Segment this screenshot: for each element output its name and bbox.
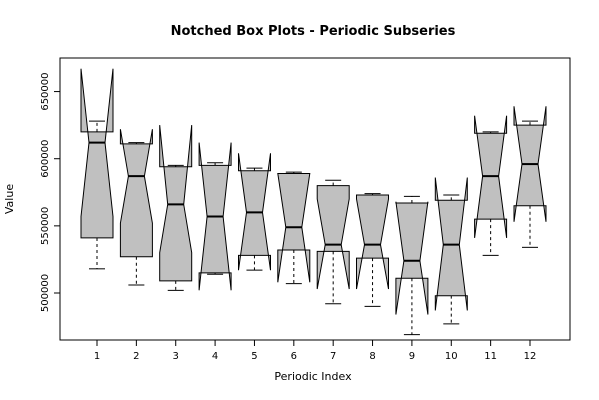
y-tick-label: 600000	[40, 140, 51, 178]
x-tick-label: 6	[291, 351, 297, 362]
box-9	[395, 195, 429, 336]
x-axis-label: Periodic Index	[274, 370, 352, 383]
box-6	[277, 171, 311, 285]
x-tick-label: 4	[212, 351, 218, 362]
box-11	[474, 115, 508, 256]
notched-box	[159, 125, 193, 282]
x-tick-label: 11	[484, 351, 497, 362]
box-7	[316, 179, 350, 305]
x-tick-label: 2	[133, 351, 139, 362]
notched-box	[80, 68, 114, 239]
box-8	[356, 193, 389, 307]
box-3	[159, 125, 193, 291]
box-10	[434, 177, 468, 325]
box-5	[238, 153, 271, 271]
notched-box	[119, 129, 153, 258]
x-tick-label: 8	[369, 351, 375, 362]
y-tick-label: 550000	[40, 207, 51, 245]
box-1	[80, 68, 114, 270]
y-tick-label: 650000	[40, 72, 51, 110]
notched-box	[356, 194, 389, 290]
notched-box	[316, 185, 350, 290]
x-tick-label: 3	[173, 351, 179, 362]
boxes-group	[80, 68, 547, 336]
y-axis: 500000 550000 600000 650000	[40, 72, 61, 312]
box-12	[513, 106, 547, 248]
x-tick-label: 9	[409, 351, 415, 362]
x-axis: 1 2 3 4 5 6 7 8 9 10 11 12	[94, 339, 537, 362]
box-4	[198, 142, 232, 291]
chart-title: Notched Box Plots - Periodic Subseries	[171, 24, 456, 39]
notched-box	[395, 201, 429, 315]
box-2	[119, 129, 153, 286]
x-tick-label: 7	[330, 351, 336, 362]
x-tick-label: 1	[94, 351, 100, 362]
y-tick-label: 500000	[40, 274, 51, 312]
x-tick-label: 10	[445, 351, 458, 362]
x-tick-label: 12	[524, 351, 537, 362]
x-tick-label: 5	[251, 351, 257, 362]
y-axis-label: Value	[3, 184, 16, 214]
